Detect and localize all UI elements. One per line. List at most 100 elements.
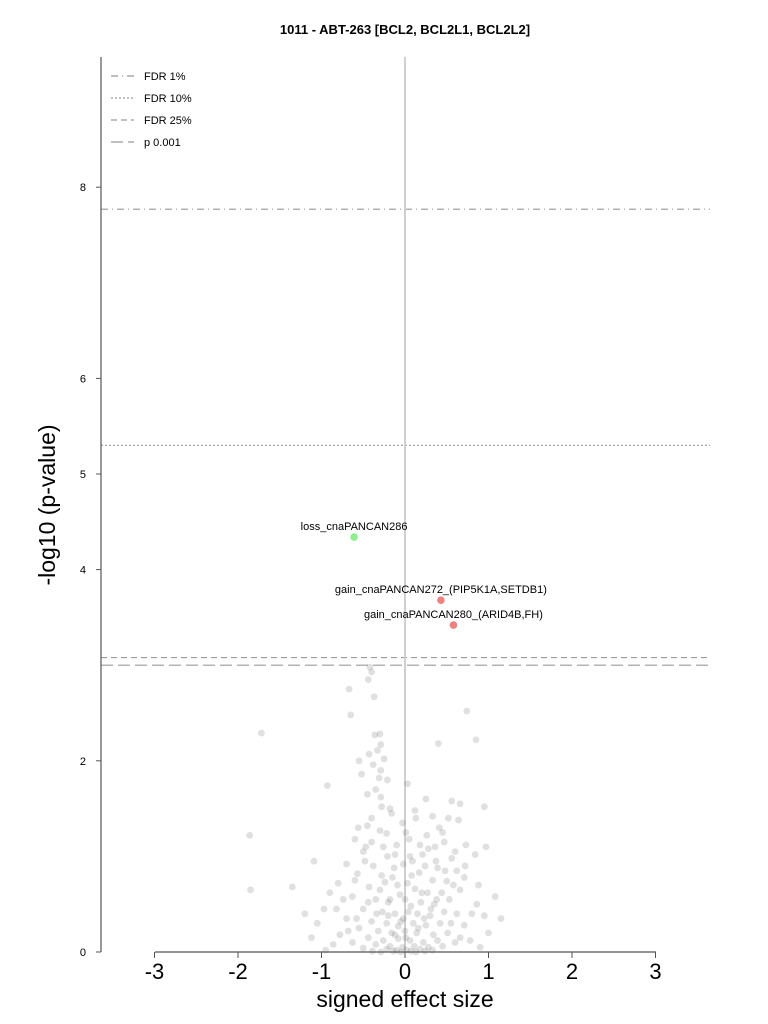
data-point bbox=[308, 934, 315, 942]
data-point bbox=[368, 838, 375, 846]
data-point bbox=[414, 910, 421, 918]
y-axis-ticks: 0 2 4 5 6 8 bbox=[80, 182, 101, 959]
data-point bbox=[468, 910, 476, 918]
data-point bbox=[439, 829, 446, 836]
data-point bbox=[370, 693, 378, 701]
data-point bbox=[386, 805, 394, 812]
data-point bbox=[456, 886, 464, 894]
x-tick-label: -2 bbox=[228, 959, 248, 984]
data-point bbox=[378, 872, 386, 879]
data-point bbox=[461, 862, 469, 870]
data-point bbox=[394, 935, 402, 943]
data-point bbox=[246, 831, 254, 839]
legend-label: p 0.001 bbox=[144, 137, 181, 149]
data-point bbox=[372, 896, 380, 903]
data-point bbox=[397, 918, 405, 925]
data-point bbox=[411, 807, 419, 814]
data-point bbox=[369, 761, 377, 769]
data-point bbox=[444, 929, 451, 937]
data-point bbox=[404, 780, 411, 788]
highlight-point-2 bbox=[449, 621, 458, 629]
data-point bbox=[424, 889, 431, 897]
data-point bbox=[473, 900, 481, 908]
data-point bbox=[372, 786, 380, 793]
data-point bbox=[313, 919, 321, 927]
highlight-label-1: gain_cnaPANCAN272_(PIP5K1A,SETDB1) bbox=[335, 584, 547, 596]
y-tick-label: 6 bbox=[80, 373, 86, 385]
data-point bbox=[388, 929, 396, 937]
data-point bbox=[354, 870, 361, 878]
data-point bbox=[453, 910, 461, 918]
background-points bbox=[246, 663, 505, 956]
data-point bbox=[301, 910, 309, 918]
data-point bbox=[376, 730, 384, 738]
y-tick-label: 2 bbox=[80, 756, 86, 768]
data-point bbox=[447, 919, 455, 927]
data-point bbox=[414, 924, 422, 932]
data-point bbox=[421, 947, 429, 955]
x-tick-label: 0 bbox=[399, 959, 411, 984]
data-point bbox=[376, 827, 384, 834]
x-tick-label: 2 bbox=[566, 959, 578, 984]
data-point bbox=[376, 886, 384, 894]
data-point bbox=[377, 741, 385, 748]
data-point bbox=[368, 668, 375, 676]
data-point bbox=[355, 757, 363, 765]
data-point bbox=[383, 830, 391, 837]
data-point bbox=[329, 940, 337, 948]
data-point bbox=[405, 835, 413, 843]
legend-label: FDR 1% bbox=[144, 71, 186, 83]
data-point bbox=[257, 729, 265, 737]
data-point bbox=[422, 795, 430, 803]
data-point bbox=[482, 843, 490, 851]
data-point bbox=[443, 877, 451, 885]
data-point bbox=[445, 814, 452, 822]
legend-label: FDR 10% bbox=[144, 93, 192, 105]
data-point bbox=[423, 831, 431, 839]
data-point bbox=[348, 893, 356, 900]
data-point bbox=[394, 922, 402, 930]
data-point bbox=[419, 851, 426, 858]
data-point bbox=[364, 790, 371, 798]
data-point bbox=[416, 841, 424, 849]
data-point bbox=[407, 947, 415, 955]
data-point bbox=[399, 860, 407, 868]
data-point bbox=[406, 937, 414, 944]
data-point bbox=[404, 908, 412, 916]
data-point bbox=[424, 943, 432, 951]
legend-label: FDR 25% bbox=[144, 115, 192, 127]
data-point bbox=[358, 770, 365, 778]
highlighted-points: loss_cnaPANCAN286 gain_cnaPANCAN272_(PIP5… bbox=[301, 521, 547, 629]
data-point bbox=[411, 885, 419, 893]
data-point bbox=[365, 750, 373, 758]
data-point bbox=[371, 731, 379, 739]
y-axis-label: -log10 (p-value) bbox=[34, 424, 60, 585]
data-point bbox=[375, 774, 383, 782]
data-point bbox=[401, 896, 409, 903]
data-point bbox=[353, 915, 360, 922]
data-point bbox=[453, 867, 461, 875]
data-point bbox=[402, 934, 410, 942]
data-point bbox=[365, 883, 373, 891]
data-point bbox=[409, 919, 417, 927]
data-point bbox=[480, 803, 488, 811]
data-point bbox=[475, 881, 482, 889]
data-point bbox=[435, 824, 443, 832]
data-point bbox=[418, 889, 426, 897]
data-point bbox=[374, 927, 382, 935]
data-point bbox=[383, 919, 391, 927]
data-point bbox=[347, 711, 355, 719]
data-point bbox=[374, 746, 381, 754]
data-point bbox=[355, 924, 363, 932]
data-point bbox=[451, 848, 459, 856]
data-point bbox=[424, 845, 432, 853]
data-point bbox=[480, 912, 488, 920]
x-tick-label: 3 bbox=[649, 959, 661, 984]
data-point bbox=[441, 867, 449, 875]
data-point bbox=[434, 937, 441, 944]
data-point bbox=[396, 891, 404, 899]
data-point bbox=[351, 876, 359, 884]
data-point bbox=[380, 755, 388, 763]
data-point bbox=[389, 947, 397, 955]
data-point bbox=[368, 918, 375, 925]
